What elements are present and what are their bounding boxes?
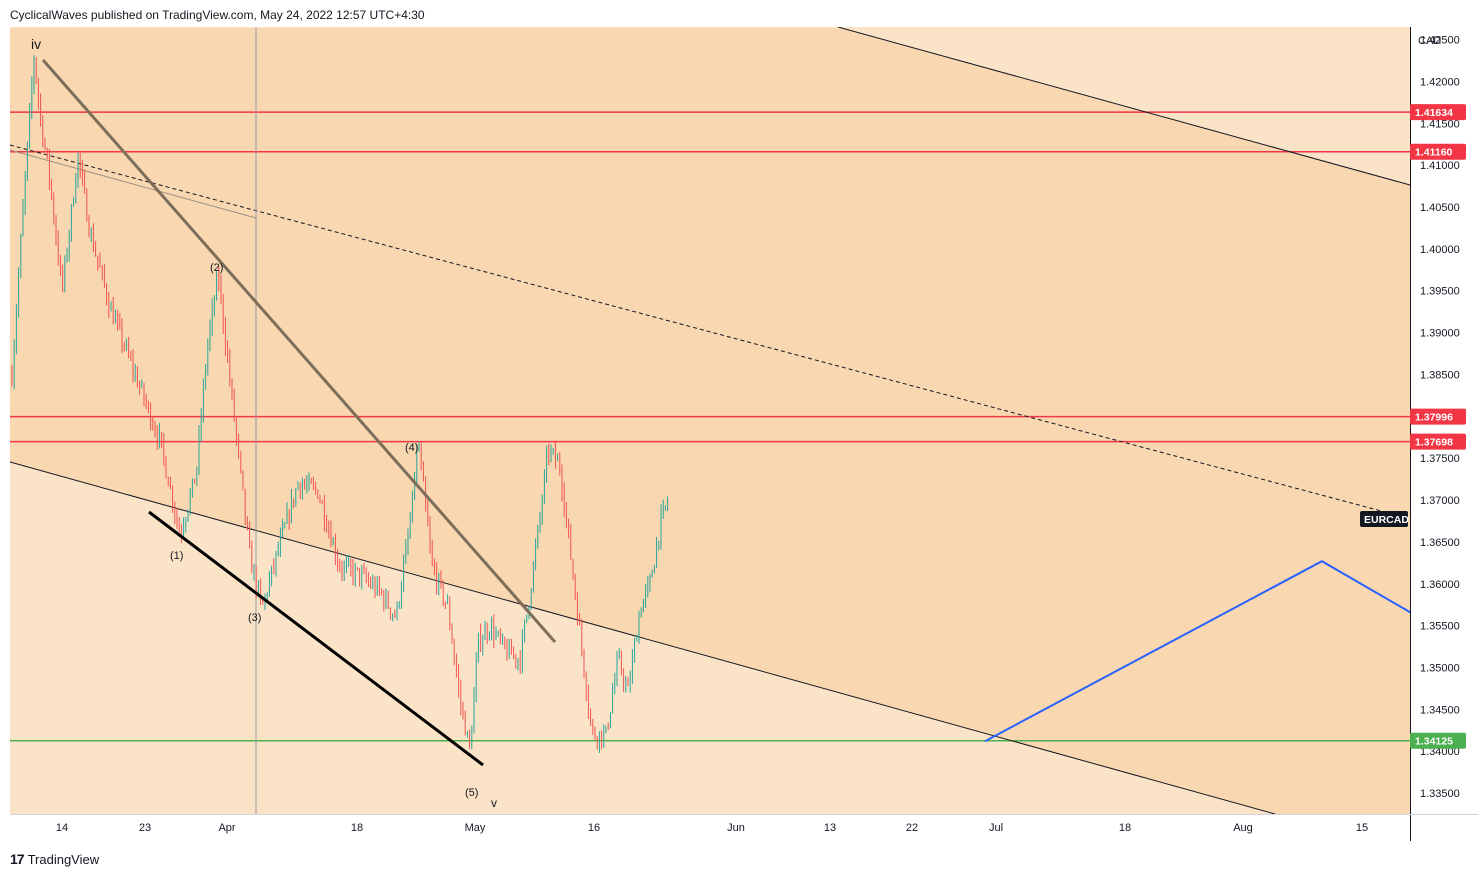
price-tick-label: 1.42500 xyxy=(1420,35,1460,47)
time-tick-label: 23 xyxy=(139,822,151,834)
price-tick-label: 1.40500 xyxy=(1420,202,1460,214)
candlestick-series xyxy=(11,55,669,753)
wave-label-iv: iv xyxy=(31,36,41,52)
wedge-lower-line xyxy=(148,510,484,767)
tradingview-brand: TradingView xyxy=(27,851,100,867)
price-level-badge-label: 1.41634 xyxy=(1415,107,1453,119)
projection-path xyxy=(984,560,1410,743)
time-tick-label: 14 xyxy=(56,822,68,834)
price-tick-label: 1.35500 xyxy=(1420,621,1460,633)
tradingview-logo-icon: 17 xyxy=(10,851,25,867)
price-tick-label: 1.37500 xyxy=(1420,453,1460,465)
price-level-badge-label: 1.37996 xyxy=(1415,412,1453,424)
price-tick-label: 1.42000 xyxy=(1420,76,1460,88)
time-tick-label: 15 xyxy=(1356,822,1368,834)
price-level-badge xyxy=(1410,104,1466,121)
price-level-badge xyxy=(1410,143,1466,160)
price-tick-label: 1.40000 xyxy=(1420,244,1460,256)
time-tick-label: 16 xyxy=(588,822,600,834)
price-level-badge xyxy=(1410,433,1466,450)
price-tick-label: 1.36500 xyxy=(1420,537,1460,549)
price-tick-label: 1.37000 xyxy=(1420,495,1460,507)
dashed-midline xyxy=(10,144,1386,513)
price-level-badge-label: 1.41160 xyxy=(1415,147,1453,159)
time-tick-label: Aug xyxy=(1233,822,1253,834)
price-tick-label: 1.35000 xyxy=(1420,662,1460,674)
thin-trend-line xyxy=(10,149,257,219)
price-level-badge xyxy=(1410,732,1466,749)
price-tick-label: 1.39500 xyxy=(1420,286,1460,298)
price-tick-label: 1.33500 xyxy=(1420,788,1460,800)
price-tick-label: 1.36000 xyxy=(1420,579,1460,591)
price-level-badges: 1.41634 1.41160 1.37996 1.37698 1.34125 xyxy=(1410,104,1466,749)
time-tick-label: 22 xyxy=(906,822,918,834)
wave-label-4: (4) xyxy=(405,442,418,454)
wave-label-v: v xyxy=(491,796,497,810)
symbol-badge: EURCAD xyxy=(1360,511,1409,527)
time-tick-label: Jun xyxy=(727,822,745,834)
symbol-label: EURCAD xyxy=(1364,514,1409,526)
wave-label-5: (5) xyxy=(465,787,478,799)
price-tick-label: 1.39000 xyxy=(1420,328,1460,340)
time-tick-label: Jul xyxy=(989,822,1003,834)
price-level-badge-label: 1.37698 xyxy=(1415,437,1453,449)
wave-label-1: (1) xyxy=(170,550,183,562)
time-tick-label: 18 xyxy=(351,822,363,834)
time-tick-label: 13 xyxy=(824,822,836,834)
channel-upper-line xyxy=(837,27,1410,186)
price-tick-label: 1.34000 xyxy=(1420,746,1460,758)
channel-fill xyxy=(10,28,1410,814)
price-tick-label: 1.41000 xyxy=(1420,160,1460,172)
publisher-header: CyclicalWaves published on TradingView.c… xyxy=(10,8,425,22)
time-tick-label: Apr xyxy=(218,822,235,834)
price-tick-label: 1.41500 xyxy=(1420,118,1460,130)
price-level-badge-label: 1.34125 xyxy=(1415,736,1453,748)
channel-lower-line xyxy=(10,461,1276,814)
price-level-badge xyxy=(1410,408,1466,425)
time-tick-label: May xyxy=(465,822,486,834)
tradingview-footer[interactable]: 17 TradingView xyxy=(10,851,99,867)
time-axis-ticks[interactable]: 14 23 Apr 18 May 16 Jun 13 22 Jul 18 Aug 15 xyxy=(56,822,1368,834)
price-tick-label: 1.34500 xyxy=(1420,704,1460,716)
wedge-upper-line xyxy=(41,59,557,643)
currency-label: CAD xyxy=(1418,35,1441,47)
wave-label-3: (3) xyxy=(248,612,261,624)
time-tick-label: 18 xyxy=(1119,822,1131,834)
price-tick-label: 1.38500 xyxy=(1420,369,1460,381)
wave-label-2: (2) xyxy=(210,262,223,274)
